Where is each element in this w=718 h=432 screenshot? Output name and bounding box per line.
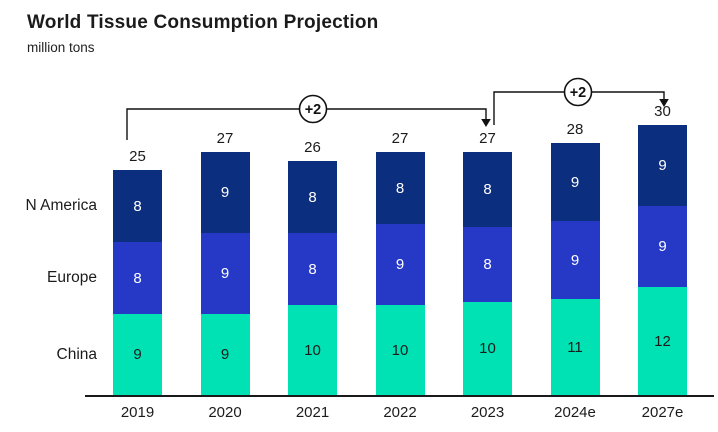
bar-segment: 10 [375,305,425,395]
series-label: Europe [47,269,97,286]
x-axis-line [85,395,714,397]
bar-segment: 8 [375,152,425,224]
series-label: N America [25,197,98,214]
x-axis-label: 2020 [208,404,242,421]
bar-segment: 9 [375,224,425,305]
annotation-label: +2 [570,85,587,101]
annotation-arrowhead-icon [481,119,491,127]
bar-segment: 9 [113,314,162,395]
annotation-circle [563,77,593,107]
bar-segment: 10 [288,305,337,395]
chart-subtitle: million tons [27,40,95,55]
bar-total-label: 27 [391,130,409,147]
chart-title: World Tissue Consumption Projection [27,12,379,33]
bar-segment: 8 [113,242,162,314]
bar-total-label: 27 [216,130,234,147]
bar-segment: 9 [638,125,687,206]
x-axis-label: 2021 [295,404,330,421]
bar-segment: 8 [463,226,512,302]
bar-segment: 8 [288,161,337,233]
x-axis-label: 2023 [470,404,505,421]
bar-total-label: 27 [479,130,496,147]
bar-segment: 8 [463,152,512,227]
bar-segment: 8 [113,170,162,242]
bar-total-label: 25 [129,148,146,165]
x-axis-label: 2027e [641,404,684,421]
bar-total-label: 26 [304,139,321,156]
annotation-circle [298,94,328,124]
annotation-label: +2 [305,102,322,118]
x-axis-label: 2022 [383,404,417,421]
bar-segment: 11 [550,299,600,395]
bar-total-label: 30 [654,103,671,120]
x-axis-label: 2024e [554,404,596,421]
bar-segment: 8 [288,233,337,305]
bar-segment: 10 [463,301,512,395]
bar-segment: 12 [638,287,687,395]
series-label: China [56,345,98,363]
bar-segment: 9 [550,221,600,300]
bar-segment: 9 [200,152,250,233]
bar-segment: 9 [200,314,250,395]
bar-total-label: 28 [566,121,584,138]
bar-segment: 9 [638,206,687,287]
bar-segment: 9 [550,143,600,222]
x-axis-label: 2019 [120,404,155,421]
bar-segment: 9 [200,233,250,314]
